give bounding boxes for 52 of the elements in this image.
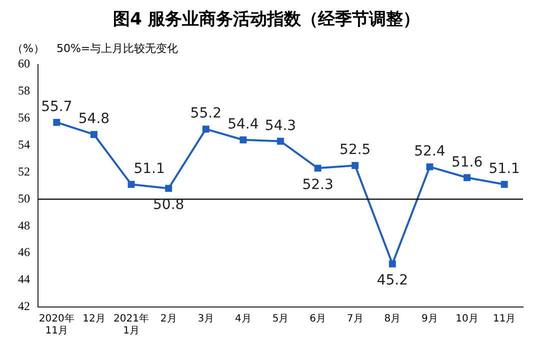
y-axis-title: （%）: [12, 42, 44, 55]
point: [90, 131, 98, 138]
y-tick-label: 48: [18, 218, 30, 232]
point: [165, 184, 172, 192]
x-tick-label: 2020年 11月: [38, 312, 74, 337]
point: [500, 180, 508, 188]
data-label: 52.3: [302, 176, 334, 193]
y-tick-label: 46: [18, 245, 30, 260]
x-tick-label: 2月: [160, 314, 177, 325]
y-tick-label: 60: [18, 56, 30, 71]
x-tick-label: 3月: [198, 314, 214, 325]
data-label: 45.2: [376, 272, 408, 289]
x-tick-label: 2021年 1月: [114, 312, 149, 337]
x-tick-label: 6月: [310, 314, 326, 325]
data-label: 52.4: [414, 143, 446, 160]
point: [314, 164, 322, 172]
point: [352, 162, 359, 169]
point: [388, 260, 396, 268]
data-label: 55.2: [190, 106, 222, 122]
y-tick-label: 42: [18, 299, 30, 314]
y-tick-label: 54: [18, 137, 30, 152]
x-tick-label: 7月: [346, 314, 364, 325]
point: [277, 138, 284, 145]
y-tick-label: 44: [18, 272, 30, 286]
data-label: 54.3: [264, 118, 296, 134]
data-label: 52.5: [340, 142, 371, 158]
x-tick-label: 8月: [384, 314, 401, 325]
y-tick-label: 58: [18, 84, 30, 98]
point: [426, 163, 434, 170]
y-tick-label: 56: [18, 110, 30, 124]
point: [202, 126, 210, 133]
point: [128, 180, 135, 188]
data-label: 51.6: [451, 154, 483, 170]
y-tick-label: 52: [18, 164, 30, 178]
x-tick-label: 9月: [422, 314, 438, 325]
y-tick-label: 50: [18, 191, 30, 206]
x-tick-label: 4月: [235, 314, 252, 325]
point: [240, 136, 247, 144]
x-tick-label: 10月: [456, 314, 478, 325]
data-label: 51.1: [488, 160, 520, 177]
x-tick-label: 5月: [272, 314, 289, 325]
x-tick-label: 12月: [82, 314, 106, 325]
text: 50%=与上月比较无变化: [56, 42, 178, 55]
data-label: 54.4: [228, 116, 259, 133]
data-label: 51.1: [134, 160, 165, 177]
x-tick-label: 11月: [492, 314, 516, 325]
point: [53, 118, 60, 126]
point: [464, 174, 471, 182]
data-label: 55.7: [41, 98, 72, 115]
data-label: 50.8: [152, 197, 184, 214]
chart-title: 图4 服务业商务活动指数（经季节调整）: [113, 10, 420, 30]
data-label: 54.8: [78, 111, 110, 128]
